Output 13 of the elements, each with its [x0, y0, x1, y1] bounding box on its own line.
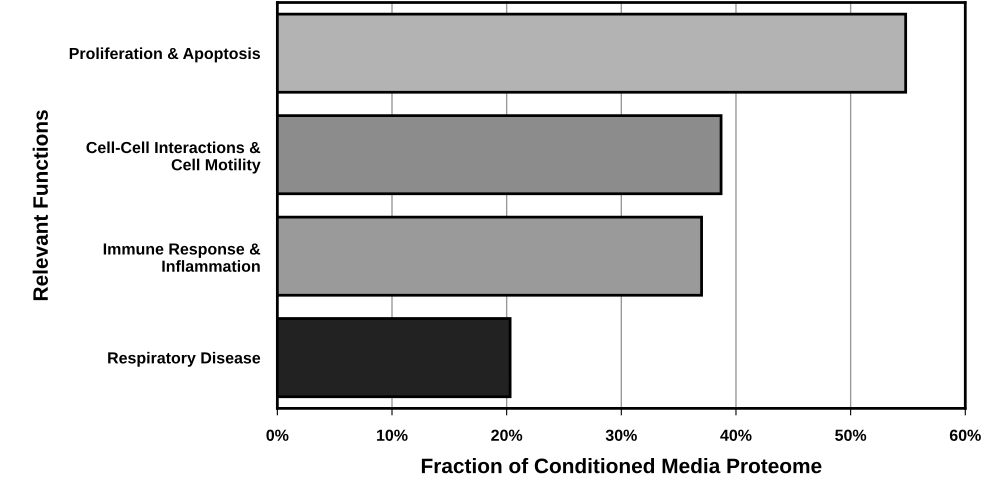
- x-tick-label: 40%: [720, 430, 752, 441]
- x-tick-label: 50%: [835, 430, 866, 441]
- x-tick-label: 0%: [266, 430, 288, 441]
- x-axis-title: Fraction of Conditioned Media Proteome: [422, 458, 822, 474]
- x-tick-label: 60%: [950, 430, 981, 441]
- x-tick-label: 30%: [606, 430, 637, 441]
- y-tick-label: Proliferation & Apoptosis: [70, 47, 260, 62]
- x-tick-label: 20%: [491, 430, 522, 441]
- y-tick-label: Cell-Cell Interactions & Cell Motility: [86, 141, 261, 174]
- y-tick-label: Respiratory Disease: [108, 352, 260, 367]
- y-axis-title: Relevant Functions: [32, 110, 48, 300]
- x-tick-label: 10%: [377, 430, 408, 441]
- y-tick-label: Immune Response & Inflammation: [104, 243, 260, 272]
